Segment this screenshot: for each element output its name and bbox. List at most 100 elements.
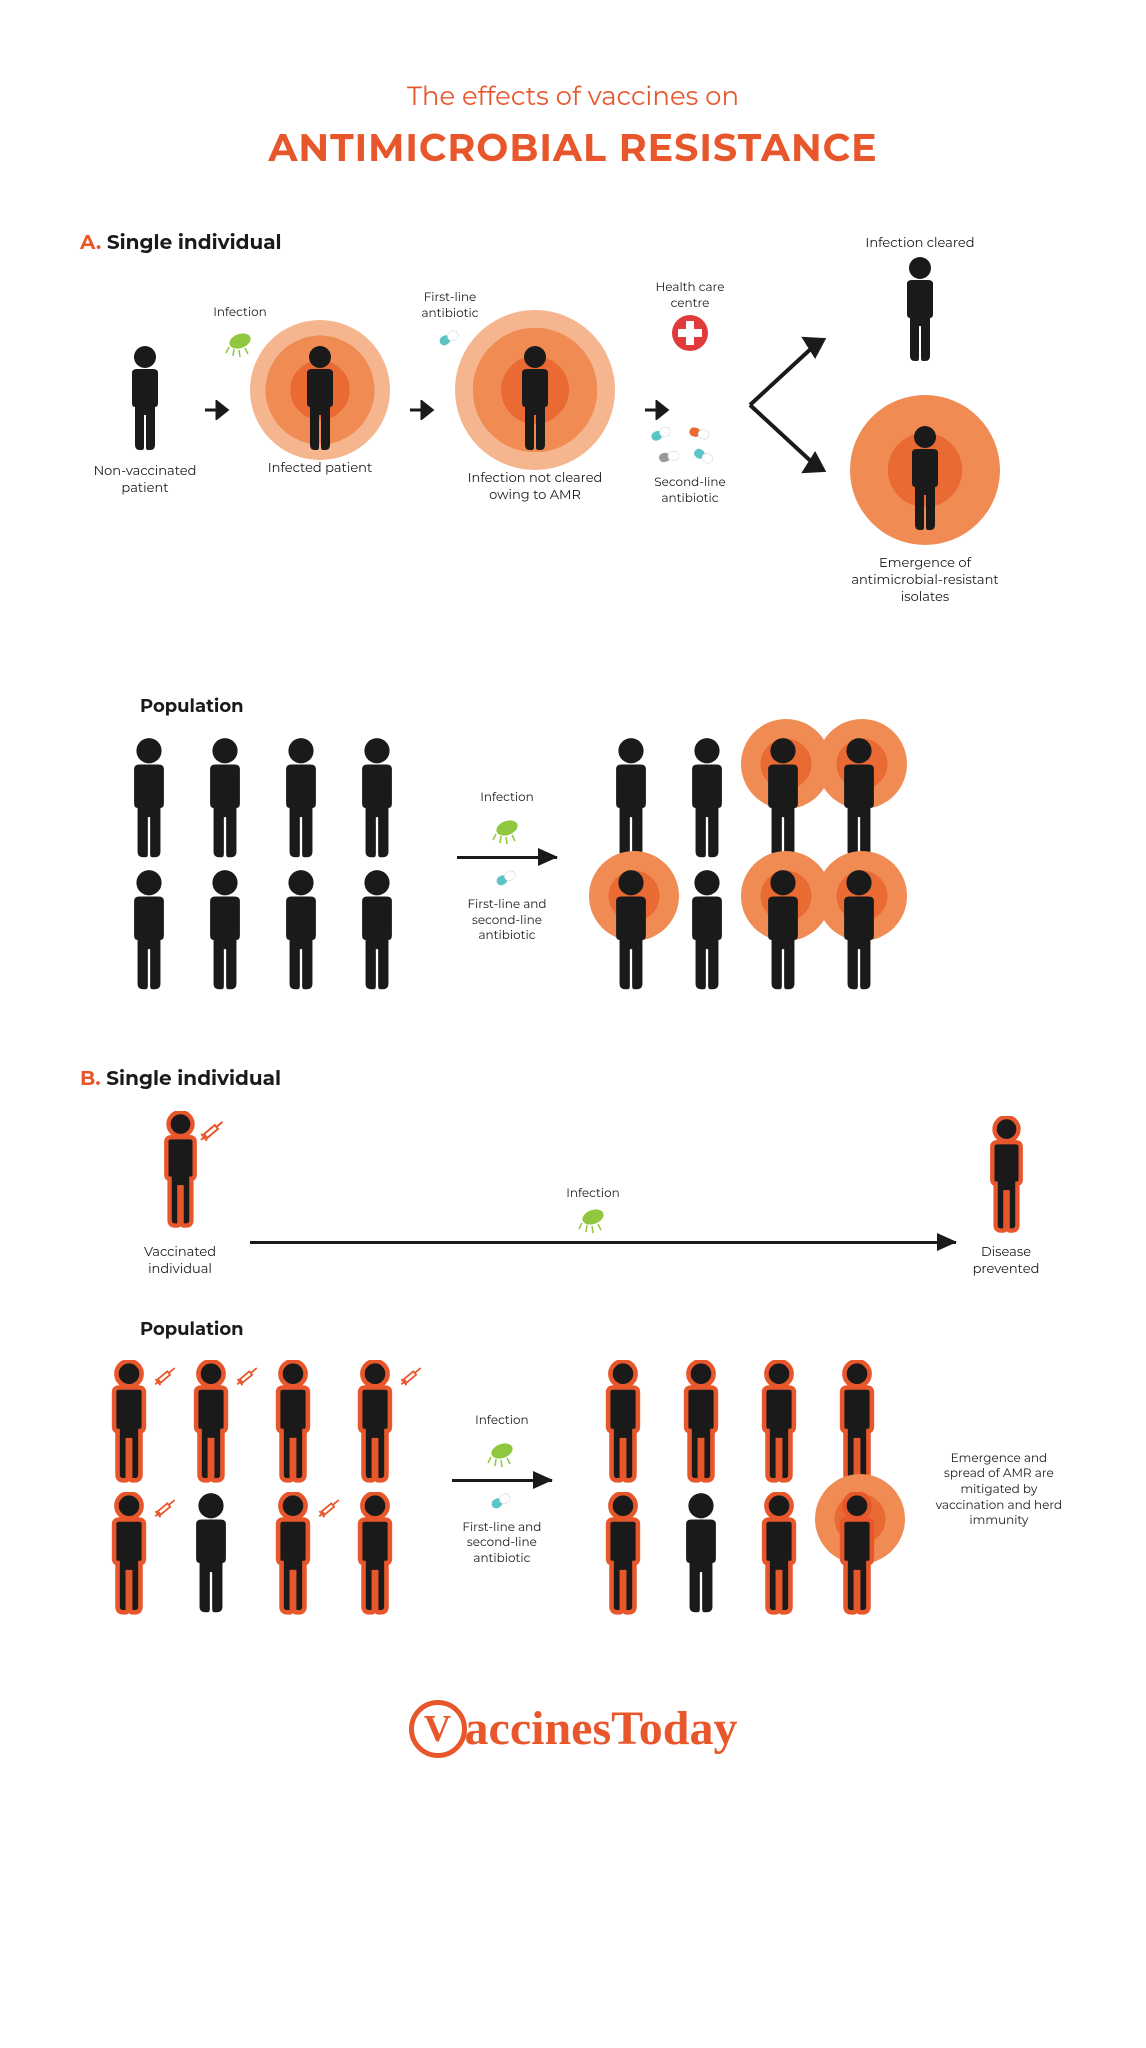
healthcentre-group: Health care centre [645,280,735,351]
section-a: A. Single individual Non-vaccinated pati… [80,231,1066,997]
pop-person [348,737,412,865]
section-a-pop-label: Population [140,695,1066,717]
bacteria-icon [487,1439,517,1469]
logo-rest: accinesToday [465,1701,738,1756]
pop-grid-left-b [100,1360,410,1620]
title-small: The effects of vaccines on [80,80,1066,112]
section-a-single-label: Single individual [107,231,282,255]
person-icon [750,1492,808,1618]
pop-person [828,1360,892,1488]
person-icon [754,869,812,995]
vaccinated-person: Vaccinated individual [120,1111,240,1278]
pop-grid-right-b [594,1360,892,1620]
bacteria-icon [578,1205,608,1235]
pop-person [272,869,336,997]
section-a-single-flow: Non-vaccinated patient Infection Infecte… [90,275,1066,655]
arrow-icon [250,1241,956,1244]
person-icon [346,1492,404,1618]
caption-cleared: Infection cleared [865,235,974,252]
pop-person [182,1492,246,1620]
pop-person [602,869,666,997]
pop-arrow-group-b: Infection First-line and second-line ant… [430,1413,574,1566]
section-b-single-flow: Vaccinated individual Infection Disease … [120,1111,1066,1278]
pop-person [100,1360,164,1488]
person-icon [120,869,178,995]
person-icon [264,1360,322,1486]
person-icon [750,1360,808,1486]
pop-person [272,737,336,865]
person-icon [196,737,254,863]
pill-icon [487,1487,517,1515]
person-icon [594,1360,652,1486]
arrow-icon [645,400,675,420]
pop-person [750,1360,814,1488]
person-icon [348,737,406,863]
person-icon [510,345,560,455]
pop-person [182,1360,246,1488]
outcome-cleared: Infection cleared [860,235,980,366]
caption-pop-result: Emergence and spread of AMR are mitigate… [932,1451,1066,1529]
pop-person [672,1492,736,1620]
person-icon [900,425,950,535]
pop-arrow-group: Infection First-line and second-line ant… [432,790,582,943]
pop-person [120,869,184,997]
caption-nonvacc: Non-vaccinated patient [90,463,200,497]
pop-person [678,869,742,997]
pop-person [602,737,666,865]
person-icon [830,737,888,863]
title-big: ANTIMICROBIAL RESISTANCE [80,124,1066,171]
bacteria-icon [492,816,522,846]
section-b-pop-label: Population [140,1318,1066,1340]
pop-arrow-top-b: Infection [475,1413,529,1429]
person-icon [120,345,170,455]
pop-person [754,869,818,997]
person-icon [672,1492,730,1618]
pop-person [346,1360,410,1488]
pop-person [264,1360,328,1488]
prevented-person: Disease prevented [946,1116,1066,1278]
pop-person [678,737,742,865]
pop-person [594,1492,658,1620]
pop-person [264,1492,328,1620]
pop-person [196,737,260,865]
logo-v-circle: V [409,1700,467,1758]
person-icon [348,869,406,995]
pop-grid-right [602,737,894,997]
person-icon [182,1492,240,1618]
pop-person [750,1492,814,1620]
outcome-emergence: Emergence of antimicrobial-resistant iso… [840,395,1010,606]
person-icon [895,256,945,366]
caption-secondline: Second-line antibiotic [645,475,735,506]
pop-person [828,1492,892,1620]
pop-person [830,737,894,865]
person-icon [272,737,330,863]
step-infected: Infected patient [245,315,395,477]
person-icon [754,737,812,863]
section-b-single-label: Single individual [106,1067,281,1091]
pop-person [830,869,894,997]
caption-emergence: Emergence of antimicrobial-resistant iso… [840,555,1010,606]
person-icon [120,737,178,863]
pop-arrow-bottom: First-line and second-line antibiotic [457,897,557,944]
step-nonvacc: Non-vaccinated patient [90,345,200,497]
caption-prevented: Disease prevented [946,1244,1066,1278]
pill-icon [689,443,719,471]
pill-icon [492,864,522,892]
header: The effects of vaccines on ANTIMICROBIAL… [80,80,1066,171]
section-a-letter: A. [80,231,101,255]
pill-icon [657,446,684,468]
section-b-letter: B. [80,1067,101,1091]
pop-person [120,737,184,865]
arrow-icon [447,856,567,859]
pop-arrow-top: Infection [480,790,534,806]
caption-infection-b: Infection [566,1186,620,1202]
caption-notcleared: Infection not cleared owing to AMR [450,470,620,504]
caption-healthcentre: Health care centre [645,280,735,311]
person-icon [672,1360,730,1486]
section-b-pop-flow: Infection First-line and second-line ant… [100,1360,1066,1620]
person-icon [602,869,660,995]
pill-icon [647,421,676,447]
pop-person [348,869,412,997]
section-b-label: B. Single individual [80,1067,1066,1091]
person-icon [830,869,888,995]
